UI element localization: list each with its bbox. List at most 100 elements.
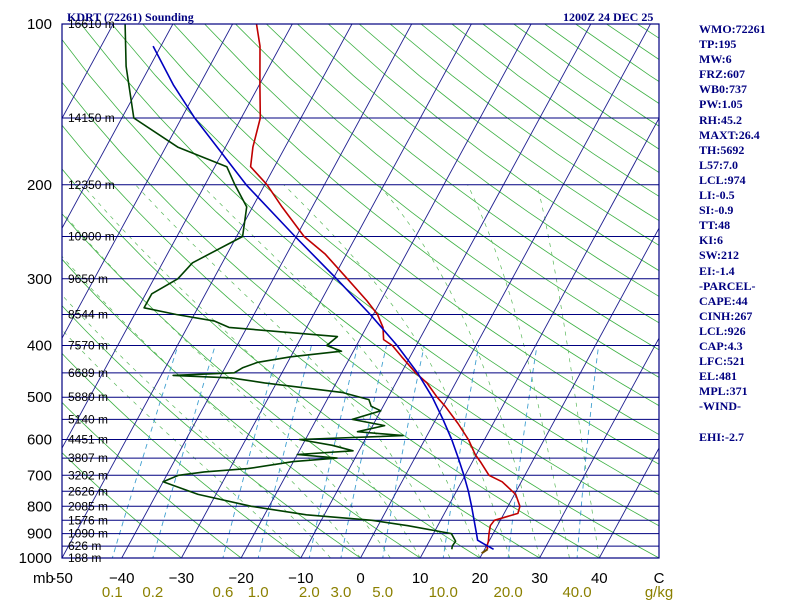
- height-label: 2626 m: [68, 484, 108, 498]
- height-label: 3807 m: [68, 451, 108, 465]
- isotherm: [62, 24, 293, 450]
- index-item: -WIND-: [699, 399, 741, 414]
- mixing-ratio-label: 0.6: [212, 584, 233, 600]
- wind-barb-staff: [481, 548, 489, 555]
- mixing-ratio-label: 0.1: [102, 584, 123, 600]
- height-label: 3202 m: [68, 468, 108, 482]
- height-label: 5140 m: [68, 412, 108, 426]
- temperature-tick-label: −20: [228, 570, 253, 587]
- height-label: 16610 m: [68, 17, 115, 31]
- mixing-ratio-label: 0.2: [142, 584, 163, 600]
- pressure-tick-label: 100: [27, 16, 52, 33]
- isotherm: [62, 24, 174, 230]
- mixing-ratio-line: [152, 345, 216, 558]
- pressure-tick-label: 200: [27, 177, 52, 194]
- temperature-tick-label: −30: [169, 570, 194, 587]
- temperature-tick-label: 0: [356, 570, 364, 587]
- temperature-tick-label: 10: [412, 570, 429, 587]
- dry-adiabat: [62, 168, 541, 558]
- mixing-ratio-label: g/kg: [645, 584, 673, 600]
- pressure-tick-label: 800: [27, 498, 52, 515]
- mixing-ratio-line: [222, 345, 280, 558]
- mixing-ratio-label: 3.0: [330, 584, 351, 600]
- dry-adiabat: [266, 24, 659, 324]
- pressure-tick-label: 400: [27, 338, 52, 355]
- dry-adiabat: [235, 24, 659, 351]
- index-item: TP:195: [699, 37, 737, 52]
- height-label: 9650 m: [68, 272, 108, 286]
- mixing-ratio-label: 2.0: [299, 584, 320, 600]
- index-item: SI:-0.9: [699, 203, 734, 218]
- height-label: 12350 m: [68, 178, 115, 192]
- isotherm: [180, 24, 472, 558]
- height-label: 626 m: [68, 539, 101, 553]
- wind-barb: [481, 548, 489, 555]
- pressure-tick-label: 500: [27, 389, 52, 406]
- dry-adiabat: [204, 24, 659, 378]
- index-item: L57:7.0: [699, 157, 738, 172]
- height-label: 2085 m: [68, 499, 108, 513]
- temperature-tick-label: 20: [472, 570, 489, 587]
- dry-adiabat: [173, 24, 659, 407]
- isotherm: [479, 227, 659, 558]
- dry-adiabat: [297, 24, 659, 297]
- moist-adiabat: [283, 184, 511, 558]
- pressure-tick-label: 900: [27, 526, 52, 543]
- index-item: EI:-1.4: [699, 263, 735, 278]
- index-item: FRZ:607: [699, 67, 745, 82]
- sounding-profiles: [124, 24, 521, 550]
- index-item: SW:212: [699, 248, 740, 263]
- index-item: MW:6: [699, 52, 732, 67]
- height-label: 6689 m: [68, 366, 108, 380]
- dry-adiabat: [328, 24, 659, 272]
- index-item: KI:6: [699, 233, 723, 248]
- dry-adiabat: [80, 24, 659, 496]
- height-label: 188 m: [68, 551, 101, 565]
- dry-adiabat: [62, 258, 421, 558]
- isotherm: [121, 24, 413, 558]
- temperature-tick-label: 30: [531, 570, 548, 587]
- height-label: 5880 m: [68, 390, 108, 404]
- isotherm: [62, 24, 114, 120]
- pressure-tick-label: 700: [27, 467, 52, 484]
- isotherm: [359, 24, 652, 558]
- index-item: WB0:737: [699, 82, 747, 97]
- index-item: CINH:267: [699, 308, 753, 323]
- temperature-tick-label: −10: [288, 570, 313, 587]
- index-item: TH:5692: [699, 142, 745, 157]
- height-label: 1090 m: [68, 527, 108, 541]
- height-label: 10900 m: [68, 229, 115, 243]
- plot-frame: [61, 23, 660, 559]
- height-label: 1576 m: [68, 513, 108, 527]
- height-label: 8544 m: [68, 308, 108, 322]
- height-label: 14150 m: [68, 111, 115, 125]
- isotherm: [240, 24, 532, 558]
- mixing-ratio-label: 10.0: [429, 584, 458, 600]
- index-item: CAP:4.3: [699, 338, 743, 353]
- mixing-ratio-line: [382, 345, 425, 558]
- pressure-tick-label: 1000: [19, 550, 52, 567]
- index-item: [699, 414, 766, 429]
- temperature-tick-label: −40: [109, 570, 134, 587]
- index-item: MPL:371: [699, 384, 748, 399]
- mixing-ratio-label: 40.0: [562, 584, 591, 600]
- isotherm: [62, 24, 353, 558]
- pressure-unit-label: mb: [33, 570, 54, 587]
- index-item: MAXT:26.4: [699, 127, 760, 142]
- temperature-tick-label: C: [654, 570, 665, 587]
- mixing-ratio-label: 1.0: [248, 584, 269, 600]
- moist-adiabat: [62, 294, 331, 558]
- parcel-path: [152, 45, 494, 550]
- station-title: KDRT (72261) Sounding: [67, 10, 194, 24]
- index-item: -PARCEL-: [699, 278, 756, 293]
- valid-time: 1200Z 24 DEC 25: [563, 10, 653, 24]
- dewpoint-profile: [124, 24, 457, 550]
- mixing-ratio-label: 20.0: [493, 584, 522, 600]
- background-grid: [62, 24, 659, 558]
- index-item: EHI:-2.7: [699, 429, 744, 444]
- index-item: CAPE:44: [699, 293, 748, 308]
- dry-adiabat: [62, 452, 183, 558]
- isotherm: [62, 24, 234, 340]
- mixing-ratio-line: [308, 345, 359, 558]
